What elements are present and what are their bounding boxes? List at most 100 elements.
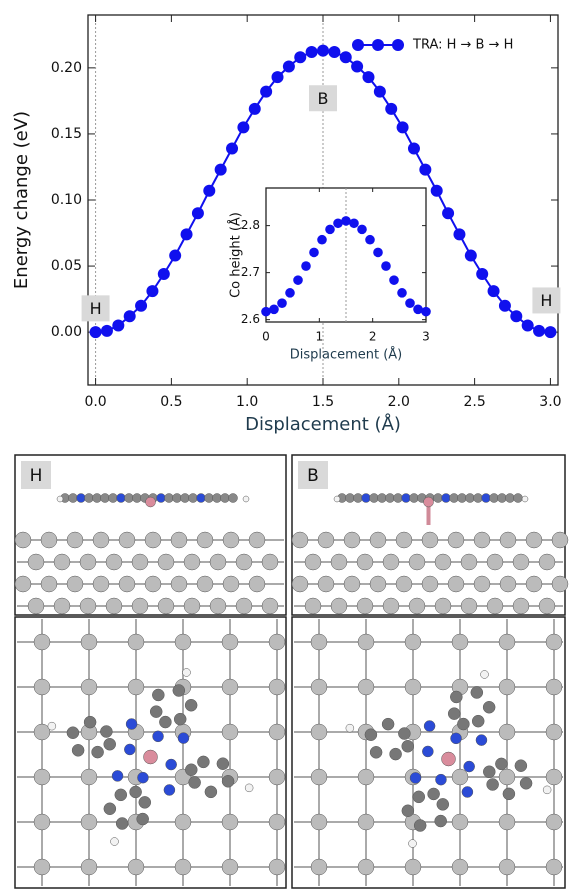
atom	[546, 679, 562, 695]
data-point	[306, 46, 318, 58]
atom	[34, 859, 50, 875]
legend-marker	[352, 39, 364, 51]
atom	[422, 576, 438, 592]
atom	[546, 634, 562, 650]
data-point	[215, 164, 227, 176]
data-point	[389, 275, 399, 285]
atom	[334, 496, 340, 502]
atom	[128, 679, 144, 695]
atom	[117, 494, 126, 503]
atom	[331, 598, 347, 614]
atom	[222, 679, 238, 695]
atom	[499, 769, 515, 785]
y-tick-label: 0.15	[51, 126, 82, 142]
y-tick-label: 0.00	[51, 324, 82, 340]
atom	[197, 756, 209, 768]
data-point	[421, 307, 431, 317]
atom	[452, 859, 468, 875]
atom	[210, 554, 226, 570]
atom	[181, 494, 190, 503]
atom	[487, 778, 499, 790]
data-point	[269, 305, 279, 315]
data-point	[405, 298, 415, 308]
atom	[370, 746, 382, 758]
atom	[132, 554, 148, 570]
atom	[80, 554, 96, 570]
atom	[185, 764, 197, 776]
atom	[110, 838, 118, 846]
atom	[128, 859, 144, 875]
data-point	[340, 51, 352, 63]
atom	[34, 679, 50, 695]
atom	[189, 494, 198, 503]
atom	[358, 769, 374, 785]
atom	[344, 532, 360, 548]
atom	[210, 598, 226, 614]
atom	[269, 814, 285, 830]
atom	[243, 496, 249, 502]
atom	[552, 532, 568, 548]
atom	[394, 494, 403, 503]
atom	[448, 532, 464, 548]
atom	[311, 634, 327, 650]
data-point	[488, 285, 500, 297]
atom	[398, 728, 410, 740]
atom	[370, 494, 379, 503]
atom	[499, 634, 515, 650]
atom	[125, 494, 134, 503]
atom	[358, 634, 374, 650]
atom	[166, 759, 177, 770]
atom	[462, 786, 473, 797]
legend-label: TRA: H → B → H	[412, 38, 513, 53]
atom	[448, 708, 460, 720]
atom	[236, 554, 252, 570]
atom	[153, 731, 164, 742]
data-point	[283, 61, 295, 73]
y-tick-label: 2.7	[241, 265, 260, 279]
data-point	[277, 298, 287, 308]
atom	[358, 859, 374, 875]
y-tick-label: 0.05	[51, 258, 82, 274]
atom	[222, 775, 234, 787]
atom	[476, 735, 487, 746]
atom	[67, 576, 83, 592]
atom	[81, 814, 97, 830]
atom	[217, 758, 229, 770]
atom	[222, 724, 238, 740]
atom	[490, 494, 499, 503]
atom	[539, 598, 555, 614]
atom	[262, 554, 278, 570]
atom	[450, 691, 462, 703]
atom	[119, 576, 135, 592]
atom	[466, 494, 475, 503]
atom	[81, 679, 97, 695]
atom	[514, 494, 523, 503]
atom	[81, 859, 97, 875]
atom	[137, 813, 149, 825]
atom	[378, 494, 387, 503]
atom	[81, 769, 97, 785]
data-point	[365, 235, 375, 245]
atom	[452, 634, 468, 650]
atom	[526, 576, 542, 592]
atom	[405, 679, 421, 695]
x-tick-label: 0.0	[84, 394, 106, 410]
atom	[109, 494, 118, 503]
y-tick-label: 0.20	[51, 60, 82, 76]
data-point	[357, 225, 367, 235]
panel-label: B	[307, 466, 319, 486]
atom	[402, 740, 414, 752]
atom	[269, 679, 285, 695]
atom	[34, 634, 50, 650]
atom	[386, 494, 395, 503]
atom	[390, 748, 402, 760]
atom	[474, 494, 483, 503]
atom	[223, 532, 239, 548]
atom	[145, 532, 161, 548]
data-point	[309, 248, 319, 258]
atom	[175, 814, 191, 830]
atom	[513, 598, 529, 614]
atom	[171, 576, 187, 592]
atom	[413, 791, 425, 803]
atom	[144, 750, 158, 764]
